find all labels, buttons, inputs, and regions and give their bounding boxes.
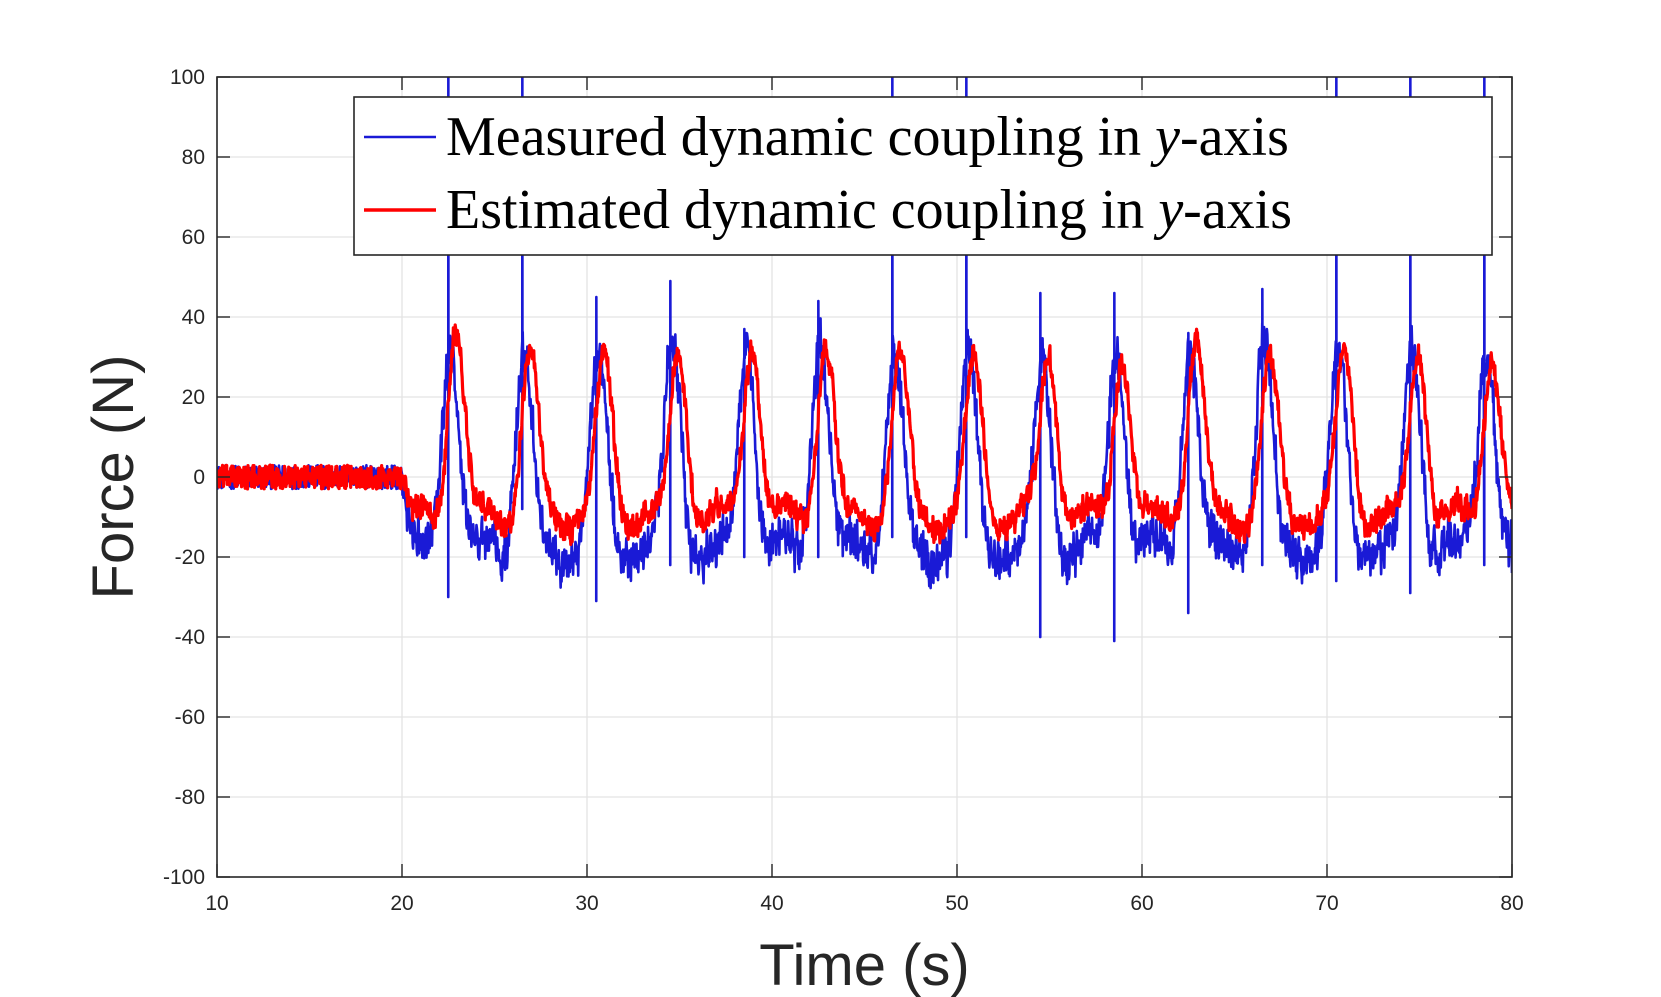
y-tick-label: -60 xyxy=(175,706,205,729)
y-tick-label: -20 xyxy=(175,546,205,569)
x-tick-label: 80 xyxy=(1500,892,1523,915)
y-tick-label: 0 xyxy=(193,466,205,489)
y-tick-label: 80 xyxy=(182,146,205,169)
x-tick-label: 40 xyxy=(760,892,783,915)
series-line-estimated xyxy=(217,323,1512,547)
legend-box xyxy=(353,96,1493,256)
y-tick-label: 20 xyxy=(182,386,205,409)
series-layer xyxy=(217,77,1512,643)
legend-label-measured: Measured dynamic coupling in y-axis xyxy=(446,106,1289,168)
x-tick-label: 60 xyxy=(1130,892,1153,915)
y-tick-label: 40 xyxy=(182,306,205,329)
axes: 10 20 30 40 50 60 70 80 -100 -80 -60 -40 -20 0 20 40 60 8… xyxy=(163,66,1524,915)
x-tick-label: 30 xyxy=(575,892,598,915)
y-tick-label: 60 xyxy=(182,226,205,249)
y-tick-label: 100 xyxy=(170,66,205,89)
legend-label-estimated: Estimated dynamic coupling in y-axis xyxy=(446,179,1292,241)
x-axis-title: Time (s) xyxy=(759,933,969,997)
y-tick-label: -40 xyxy=(175,626,205,649)
x-tick-label: 10 xyxy=(205,892,228,915)
y-axis-title: Force (N) xyxy=(81,355,146,600)
x-tick-label: 70 xyxy=(1315,892,1338,915)
x-tick-label: 50 xyxy=(945,892,968,915)
y-tick-label: -80 xyxy=(175,786,205,809)
x-tick-label: 20 xyxy=(390,892,413,915)
legend: Measured dynamic coupling in y-axis Estim… xyxy=(353,96,1493,256)
y-tick-label: -100 xyxy=(163,866,205,889)
